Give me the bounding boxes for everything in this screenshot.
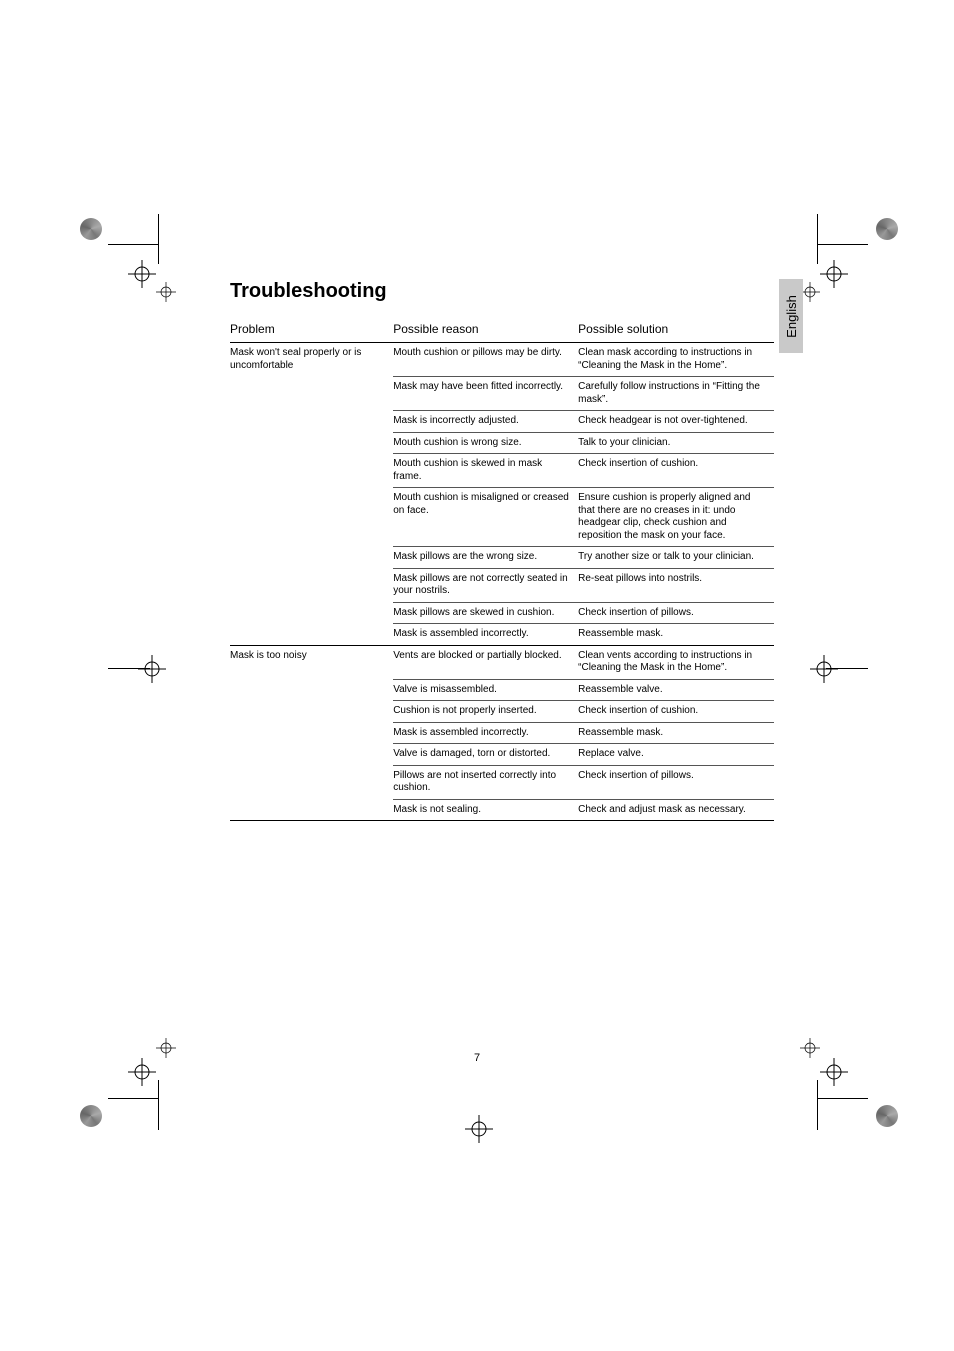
cell-solution: Carefully follow instructions in “Fittin… bbox=[578, 377, 774, 411]
cell-solution: Clean mask according to instructions in … bbox=[578, 343, 774, 377]
table-row: Mask won't seal properly or is uncomfort… bbox=[230, 343, 774, 377]
crosshair-bottom-center bbox=[465, 1115, 493, 1143]
table-row: Mouth cushion is misaligned or creased o… bbox=[230, 488, 774, 547]
trim-line bbox=[826, 668, 868, 669]
language-tab: English bbox=[779, 279, 803, 353]
cell-solution: Check insertion of pillows. bbox=[578, 602, 774, 624]
table-row: Mask pillows are skewed in cushion.Check… bbox=[230, 602, 774, 624]
cell-reason: Mask is assembled incorrectly. bbox=[393, 722, 578, 744]
trim-line bbox=[818, 244, 868, 245]
col-solution: Possible solution bbox=[578, 317, 774, 343]
trim-line bbox=[817, 214, 818, 264]
cell-problem bbox=[230, 602, 393, 624]
cell-reason: Vents are blocked or partially blocked. bbox=[393, 645, 578, 679]
cell-solution: Reassemble mask. bbox=[578, 624, 774, 646]
table-row: Mask may have been fitted incorrectly.Ca… bbox=[230, 377, 774, 411]
cell-reason: Mask pillows are not correctly seated in… bbox=[393, 568, 578, 602]
cell-problem bbox=[230, 568, 393, 602]
page-content: Troubleshooting Problem Possible reason … bbox=[230, 280, 774, 821]
cell-problem bbox=[230, 701, 393, 723]
page-title: Troubleshooting bbox=[230, 280, 774, 303]
cell-reason: Mouth cushion is misaligned or creased o… bbox=[393, 488, 578, 547]
cell-reason: Mask pillows are the wrong size. bbox=[393, 547, 578, 569]
cell-solution: Check and adjust mask as necessary. bbox=[578, 799, 774, 821]
trim-line bbox=[158, 214, 159, 264]
table-row: Mask is too noisyVents are blocked or pa… bbox=[230, 645, 774, 679]
cell-problem bbox=[230, 744, 393, 766]
cell-reason: Mask may have been fitted incorrectly. bbox=[393, 377, 578, 411]
crosshair-top-left-inner bbox=[156, 282, 176, 302]
crosshair-mid-left bbox=[138, 655, 166, 683]
col-problem: Problem bbox=[230, 317, 393, 343]
crosshair-top-right bbox=[820, 260, 848, 288]
cell-reason: Mask is not sealing. bbox=[393, 799, 578, 821]
table-row: Pillows are not inserted correctly into … bbox=[230, 765, 774, 799]
cell-reason: Valve is damaged, torn or distorted. bbox=[393, 744, 578, 766]
reg-mark-bottom-left bbox=[80, 1105, 102, 1127]
cell-problem: Mask is too noisy bbox=[230, 645, 393, 679]
cell-problem bbox=[230, 765, 393, 799]
cell-solution: Re-seat pillows into nostrils. bbox=[578, 568, 774, 602]
table-row: Mouth cushion is wrong size.Talk to your… bbox=[230, 432, 774, 454]
cell-reason: Cushion is not properly inserted. bbox=[393, 701, 578, 723]
reg-mark-top-left bbox=[80, 218, 102, 240]
cell-reason: Mask is incorrectly adjusted. bbox=[393, 411, 578, 433]
cell-solution: Ensure cushion is properly aligned and t… bbox=[578, 488, 774, 547]
cell-solution: Try another size or talk to your clinici… bbox=[578, 547, 774, 569]
crosshair-top-left bbox=[128, 260, 156, 288]
language-tab-label: English bbox=[784, 295, 799, 338]
table-row: Valve is damaged, torn or distorted.Repl… bbox=[230, 744, 774, 766]
cell-reason: Mouth cushion is skewed in mask frame. bbox=[393, 454, 578, 488]
cell-solution: Check headgear is not over-tightened. bbox=[578, 411, 774, 433]
table-row: Mask is incorrectly adjusted.Check headg… bbox=[230, 411, 774, 433]
cell-problem bbox=[230, 432, 393, 454]
cell-problem bbox=[230, 411, 393, 433]
cell-reason: Pillows are not inserted correctly into … bbox=[393, 765, 578, 799]
cell-problem: Mask won't seal properly or is uncomfort… bbox=[230, 343, 393, 377]
table-row: Mask pillows are the wrong size.Try anot… bbox=[230, 547, 774, 569]
cell-solution: Talk to your clinician. bbox=[578, 432, 774, 454]
cell-solution: Replace valve. bbox=[578, 744, 774, 766]
trim-line bbox=[817, 1080, 818, 1130]
trim-line bbox=[108, 668, 150, 669]
cell-reason: Mask pillows are skewed in cushion. bbox=[393, 602, 578, 624]
table-row: Mouth cushion is skewed in mask frame.Ch… bbox=[230, 454, 774, 488]
trim-line bbox=[818, 1098, 868, 1099]
cell-problem bbox=[230, 547, 393, 569]
cell-problem bbox=[230, 377, 393, 411]
table-header-row: Problem Possible reason Possible solutio… bbox=[230, 317, 774, 343]
reg-mark-top-right bbox=[876, 218, 898, 240]
troubleshooting-table: Problem Possible reason Possible solutio… bbox=[230, 317, 774, 821]
cell-solution: Clean vents according to instructions in… bbox=[578, 645, 774, 679]
trim-line bbox=[158, 1080, 159, 1130]
cell-reason: Mouth cushion is wrong size. bbox=[393, 432, 578, 454]
cell-solution: Check insertion of cushion. bbox=[578, 454, 774, 488]
table-row: Mask is assembled incorrectly.Reassemble… bbox=[230, 624, 774, 646]
reg-mark-bottom-right bbox=[876, 1105, 898, 1127]
cell-problem bbox=[230, 722, 393, 744]
cell-problem bbox=[230, 799, 393, 821]
trim-line bbox=[108, 244, 158, 245]
trim-line bbox=[108, 1098, 158, 1099]
cell-problem bbox=[230, 679, 393, 701]
cell-problem bbox=[230, 454, 393, 488]
table-row: Mask pillows are not correctly seated in… bbox=[230, 568, 774, 602]
cell-problem bbox=[230, 624, 393, 646]
cell-solution: Check insertion of pillows. bbox=[578, 765, 774, 799]
cell-reason: Mask is assembled incorrectly. bbox=[393, 624, 578, 646]
table-row: Mask is not sealing.Check and adjust mas… bbox=[230, 799, 774, 821]
table-row: Valve is misassembled.Reassemble valve. bbox=[230, 679, 774, 701]
cell-problem bbox=[230, 488, 393, 547]
table-row: Cushion is not properly inserted.Check i… bbox=[230, 701, 774, 723]
col-reason: Possible reason bbox=[393, 317, 578, 343]
cell-reason: Mouth cushion or pillows may be dirty. bbox=[393, 343, 578, 377]
cell-reason: Valve is misassembled. bbox=[393, 679, 578, 701]
cell-solution: Reassemble valve. bbox=[578, 679, 774, 701]
page-number: 7 bbox=[0, 1052, 954, 1064]
crosshair-mid-right bbox=[810, 655, 838, 683]
crosshair-top-right-inner bbox=[800, 282, 820, 302]
cell-solution: Reassemble mask. bbox=[578, 722, 774, 744]
table-row: Mask is assembled incorrectly.Reassemble… bbox=[230, 722, 774, 744]
cell-solution: Check insertion of cushion. bbox=[578, 701, 774, 723]
